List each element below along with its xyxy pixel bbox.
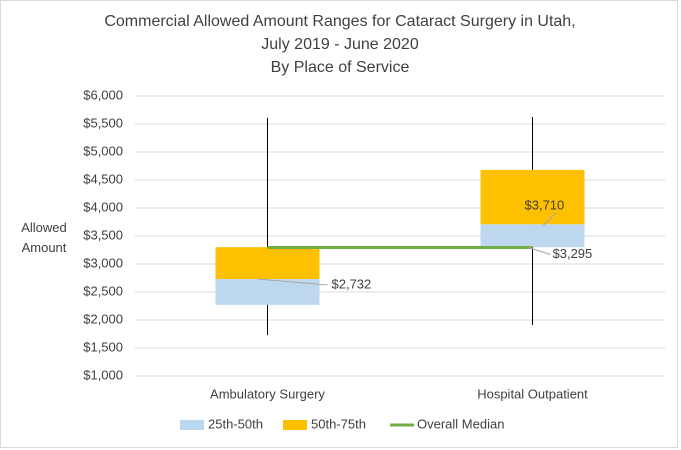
data-label: $3,710 — [525, 198, 565, 213]
box-upper — [480, 169, 585, 225]
y-axis-label: Allowed Amount — [21, 220, 67, 255]
x-tick-label: Hospital Outpatient — [477, 386, 588, 401]
x-tick-label: Ambulatory Surgery — [210, 386, 325, 401]
y-tick-label: $4,500 — [83, 171, 123, 186]
y-tick-label: $5,500 — [83, 115, 123, 130]
y-tick-label: $3,500 — [83, 227, 123, 242]
leader-line — [528, 247, 551, 255]
leader-line — [257, 278, 328, 286]
legend-label: 50th-75th — [311, 416, 366, 431]
leader-line — [542, 211, 557, 227]
data-label: $2,732 — [332, 276, 372, 291]
legend-swatch — [283, 420, 307, 430]
y-tick-label: $6,000 — [83, 87, 123, 102]
data-label: $3,295 — [553, 246, 593, 261]
chart-title: By Place of Service — [271, 59, 410, 76]
y-tick-label: $4,000 — [83, 199, 123, 214]
box-upper — [215, 247, 320, 280]
legend-swatch — [180, 420, 204, 430]
box-lower — [480, 224, 585, 248]
y-tick-label: $3,000 — [83, 255, 123, 270]
y-tick-label: $1,500 — [83, 339, 123, 354]
y-tick-label: $5,000 — [83, 143, 123, 158]
legend-label: Overall Median — [417, 416, 504, 431]
legend-label: 25th-50th — [208, 416, 263, 431]
y-tick-label: $2,000 — [83, 311, 123, 326]
y-tick-label: $1,000 — [83, 367, 123, 382]
y-tick-label: $2,500 — [83, 283, 123, 298]
chart-title: July 2019 - June 2020 — [261, 36, 419, 53]
chart-title: Commercial Allowed Amount Ranges for Cat… — [104, 13, 575, 30]
